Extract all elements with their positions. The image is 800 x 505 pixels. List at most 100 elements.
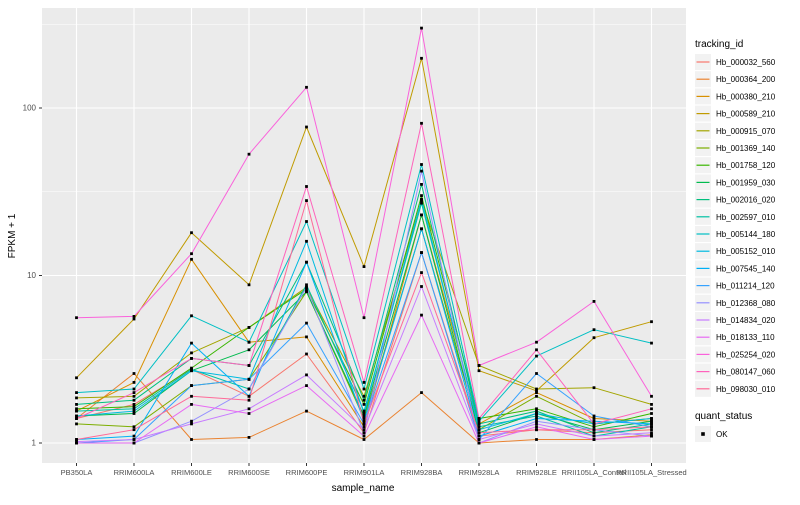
x-tick-label: RRII105LA_Stressed: [616, 468, 686, 477]
legend-item-Hb_000589_210: Hb_000589_210: [695, 105, 776, 122]
data-point: [362, 438, 366, 441]
data-point: [592, 428, 596, 432]
legend-item-Hb_000364_200: Hb_000364_200: [695, 71, 776, 88]
data-point: [190, 403, 193, 406]
data-point: [420, 183, 423, 186]
legend-item-label: Hb_012368_080: [716, 299, 776, 308]
data-point: [132, 317, 136, 321]
data-point: [477, 417, 481, 420]
data-point: [132, 441, 136, 445]
legend-item-label: Hb_014834_020: [716, 316, 776, 325]
data-point: [535, 387, 538, 391]
data-point: [132, 391, 136, 394]
data-point: [132, 394, 136, 398]
data-point: [362, 265, 366, 268]
legend-item-label: Hb_080147_060: [716, 368, 776, 377]
legend-item-label: Hb_005144_180: [716, 230, 776, 239]
data-point: [477, 441, 481, 445]
x-tick-label: RRIM928LA: [459, 468, 500, 477]
data-point: [592, 431, 596, 435]
data-point: [362, 425, 366, 429]
gridlines: [42, 8, 686, 463]
data-point: [75, 441, 78, 445]
data-point: [132, 409, 136, 413]
data-point: [650, 341, 653, 345]
data-point: [535, 372, 538, 375]
data-point: [477, 425, 481, 429]
data-point: [305, 125, 308, 129]
data-point: [420, 285, 423, 288]
data-point: [650, 403, 653, 406]
data-point: [535, 340, 538, 344]
legend-item-Hb_098030_010: Hb_098030_010: [695, 380, 776, 397]
data-point: [535, 438, 538, 441]
data-point: [362, 428, 366, 432]
data-point: [592, 438, 596, 441]
x-tick-label: RRIM901LA: [344, 468, 385, 477]
data-point: [75, 403, 78, 406]
data-point: [75, 422, 78, 426]
data-point: [420, 26, 423, 30]
legend-item-Hb_011214_120: Hb_011214_120: [695, 277, 775, 294]
axes: 1 10 100 PB350LA RRIM600LA RRIM600LE RRIM600SE…: [23, 104, 687, 478]
legend-item-Hb_002597_010: Hb_002597_010: [695, 208, 776, 225]
data-point: [247, 283, 251, 287]
data-point: [305, 352, 308, 356]
data-point: [362, 431, 366, 435]
data-point: [247, 340, 251, 344]
data-point: [305, 335, 308, 339]
data-point: [247, 394, 251, 398]
data-point: [132, 425, 136, 429]
data-point: [305, 321, 308, 325]
data-point: [75, 391, 78, 394]
data-point: [420, 213, 423, 217]
data-point: [190, 438, 193, 441]
legend-item-Hb_001369_140: Hb_001369_140: [695, 140, 776, 156]
data-point: [650, 419, 653, 423]
data-point: [535, 391, 538, 394]
data-point: [190, 384, 193, 387]
data-point: [132, 434, 136, 438]
data-point: [477, 428, 481, 432]
x-tick-label: RRIM928LE: [516, 468, 557, 477]
data-point: [190, 341, 193, 345]
data-point: [132, 412, 136, 415]
data-point: [592, 417, 596, 420]
data-point: [535, 419, 538, 423]
legend-item-Hb_018133_110: Hb_018133_110: [695, 329, 775, 346]
data-point: [132, 398, 136, 402]
data-point: [190, 257, 193, 261]
data-point: [132, 438, 136, 441]
data-point: [247, 387, 251, 391]
x-tick-label: RRIM928BA: [401, 468, 443, 477]
data-point: [305, 283, 308, 287]
data-point: [477, 431, 481, 435]
y-axis-title: FPKM + 1: [7, 213, 18, 258]
data-point: [420, 56, 423, 60]
data-point: [75, 417, 78, 420]
legend-item-Hb_000380_210: Hb_000380_210: [695, 88, 776, 105]
legend-item-label: Hb_000364_200: [716, 75, 776, 84]
legend-item-label: Hb_005152_010: [716, 247, 776, 256]
data-point: [362, 422, 366, 426]
data-point: [132, 372, 136, 375]
data-point: [247, 407, 251, 411]
legend-item-label: Hb_000032_560: [716, 58, 776, 67]
data-point: [190, 422, 193, 426]
data-point: [535, 428, 538, 432]
data-point: [132, 403, 136, 406]
data-point: [362, 387, 366, 391]
data-point: [305, 185, 308, 188]
data-point: [650, 428, 653, 432]
data-point: [650, 425, 653, 429]
data-point: [305, 199, 308, 202]
data-point: [190, 419, 193, 423]
legend-item-label: Hb_011214_120: [716, 282, 775, 291]
legend-item-label: Hb_000589_210: [716, 110, 776, 119]
data-point: [420, 271, 423, 274]
legend-title-quant-status: quant_status: [695, 411, 752, 422]
data-point: [247, 326, 251, 329]
x-tick-label: RRIM600PE: [286, 468, 328, 477]
legend-item-Hb_005144_180: Hb_005144_180: [695, 226, 776, 242]
